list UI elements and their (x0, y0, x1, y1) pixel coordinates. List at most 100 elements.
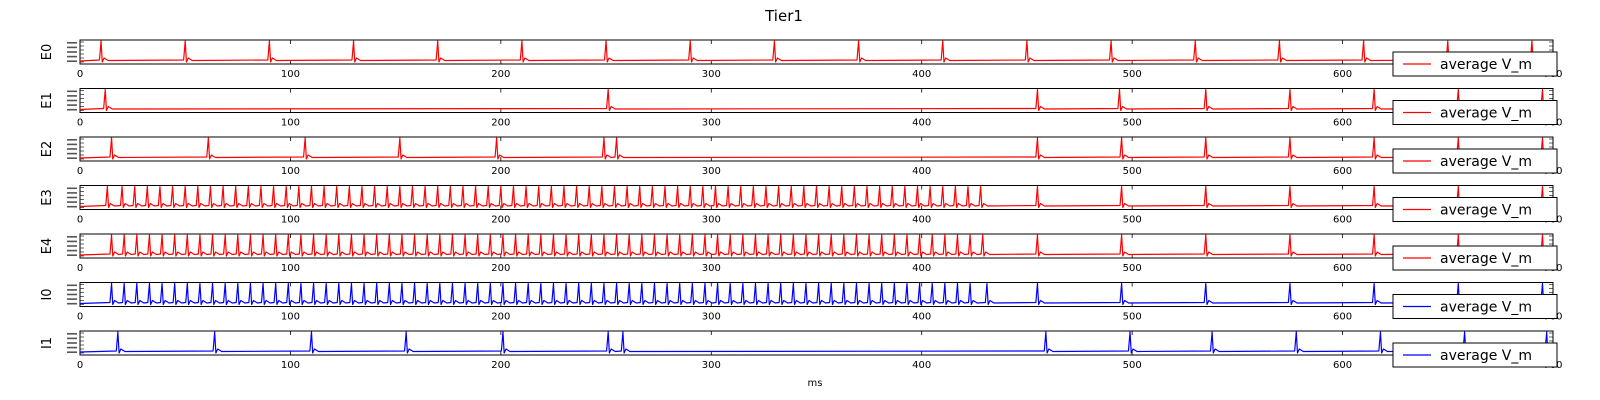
y-tick-label (67, 342, 77, 344)
x-tick-label: 200 (491, 166, 510, 177)
y-tick-label (67, 90, 77, 93)
y-tick-label (67, 148, 77, 150)
x-tick-label: 500 (1123, 263, 1142, 274)
y-tick-label (67, 236, 77, 238)
x-tick-label: 400 (912, 69, 931, 80)
x-tick-label: 500 (1123, 118, 1142, 129)
y-axis-label: I0 (40, 288, 55, 300)
x-tick-label: 0 (77, 263, 83, 274)
subplot-stack: 0100200300400500600700E0average V_m01002… (40, 39, 1563, 371)
x-tick-label: 500 (1123, 215, 1142, 226)
y-tick-label (67, 60, 77, 62)
trace-line (79, 331, 1555, 354)
y-tick-label (67, 293, 77, 296)
y-tick-label (67, 46, 77, 49)
subplot-e3: 0100200300400500600700E3average V_m (40, 185, 1563, 226)
y-tick-label (67, 298, 77, 300)
y-tick-label (67, 201, 77, 203)
x-tick-label: 0 (77, 215, 83, 226)
x-tick-label: 400 (912, 215, 931, 226)
x-tick-label: 0 (77, 118, 83, 129)
x-tick-label: 100 (281, 263, 300, 274)
chart-title: Tier1 (764, 7, 803, 25)
trace-line (79, 282, 1554, 306)
y-tick-label (67, 337, 77, 340)
x-tick-label: 200 (491, 215, 510, 226)
y-tick-label (67, 95, 77, 97)
trace-line (79, 234, 1554, 257)
x-tick-label: 600 (1333, 215, 1352, 226)
x-tick-label: 300 (702, 166, 721, 177)
x-axis-label: ms (808, 378, 823, 389)
x-tick-label: 500 (1123, 360, 1142, 371)
x-tick-label: 300 (702, 312, 721, 323)
legend-label: average V_m (1440, 154, 1532, 170)
x-tick-label: 400 (912, 166, 931, 177)
y-tick-label (67, 289, 77, 291)
x-tick-label: 600 (1333, 118, 1352, 129)
x-tick-label: 200 (491, 312, 510, 323)
x-tick-label: 100 (281, 312, 300, 323)
y-tick-label (67, 245, 77, 247)
x-tick-label: 600 (1333, 312, 1352, 323)
x-tick-label: 400 (912, 312, 931, 323)
x-tick-label: 600 (1333, 166, 1352, 177)
subplot-e2: 0100200300400500600700E2average V_m (40, 136, 1563, 177)
x-tick-label: 200 (491, 118, 510, 129)
legend-label: average V_m (1440, 57, 1532, 73)
x-tick-label: 300 (702, 118, 721, 129)
y-tick-label (67, 187, 77, 190)
x-tick-label: 500 (1123, 166, 1142, 177)
y-tick-label (67, 284, 77, 287)
x-tick-label: 500 (1123, 312, 1142, 323)
legend-label: average V_m (1440, 251, 1532, 267)
x-tick-label: 0 (77, 166, 83, 177)
x-tick-label: 300 (702, 263, 721, 274)
legend-label: average V_m (1440, 106, 1532, 122)
x-tick-label: 400 (912, 118, 931, 129)
y-tick-label (67, 192, 77, 194)
x-tick-label: 600 (1333, 69, 1352, 80)
x-tick-label: 0 (77, 69, 83, 80)
x-tick-label: 300 (702, 215, 721, 226)
x-tick-label: 300 (702, 69, 721, 80)
y-tick-label (67, 249, 77, 252)
legend-label: average V_m (1440, 348, 1532, 364)
x-tick-label: 600 (1333, 360, 1352, 371)
subplot-e4: 0100200300400500600700E4average V_m (40, 233, 1563, 274)
y-axis-label: E1 (40, 92, 55, 109)
y-tick-label (67, 104, 77, 106)
y-tick-label (67, 139, 77, 141)
y-axis-label: E0 (40, 44, 55, 61)
x-tick-label: 100 (281, 360, 300, 371)
x-tick-label: 0 (77, 312, 83, 323)
y-tick-label (67, 99, 77, 102)
y-tick-label (67, 302, 77, 305)
x-tick-label: 500 (1123, 69, 1142, 80)
y-tick-label (67, 351, 77, 353)
subplot-e1: 0100200300400500600700E1average V_m (40, 88, 1563, 129)
x-tick-label: 200 (491, 360, 510, 371)
x-tick-label: 100 (281, 69, 300, 80)
x-tick-label: 400 (912, 360, 931, 371)
legend-label: average V_m (1440, 300, 1532, 316)
y-tick-label (67, 205, 77, 208)
y-tick-label (67, 55, 77, 58)
x-tick-label: 100 (281, 166, 300, 177)
trace-line (79, 40, 1554, 63)
subplot-i1: 0100200300400500600700I1average V_m (40, 330, 1563, 371)
x-tick-label: 600 (1333, 263, 1352, 274)
y-axis-label: E4 (40, 238, 55, 255)
trace-line (79, 137, 1554, 160)
y-tick-label (67, 152, 77, 155)
x-tick-label: 0 (77, 360, 83, 371)
y-axis-label: I1 (40, 337, 55, 349)
y-tick-label (67, 333, 77, 335)
y-tick-label (67, 42, 77, 44)
x-tick-label: 300 (702, 360, 721, 371)
y-tick-label (67, 157, 77, 159)
legend-box (1392, 51, 1558, 77)
x-tick-label: 100 (281, 215, 300, 226)
x-tick-label: 200 (491, 263, 510, 274)
